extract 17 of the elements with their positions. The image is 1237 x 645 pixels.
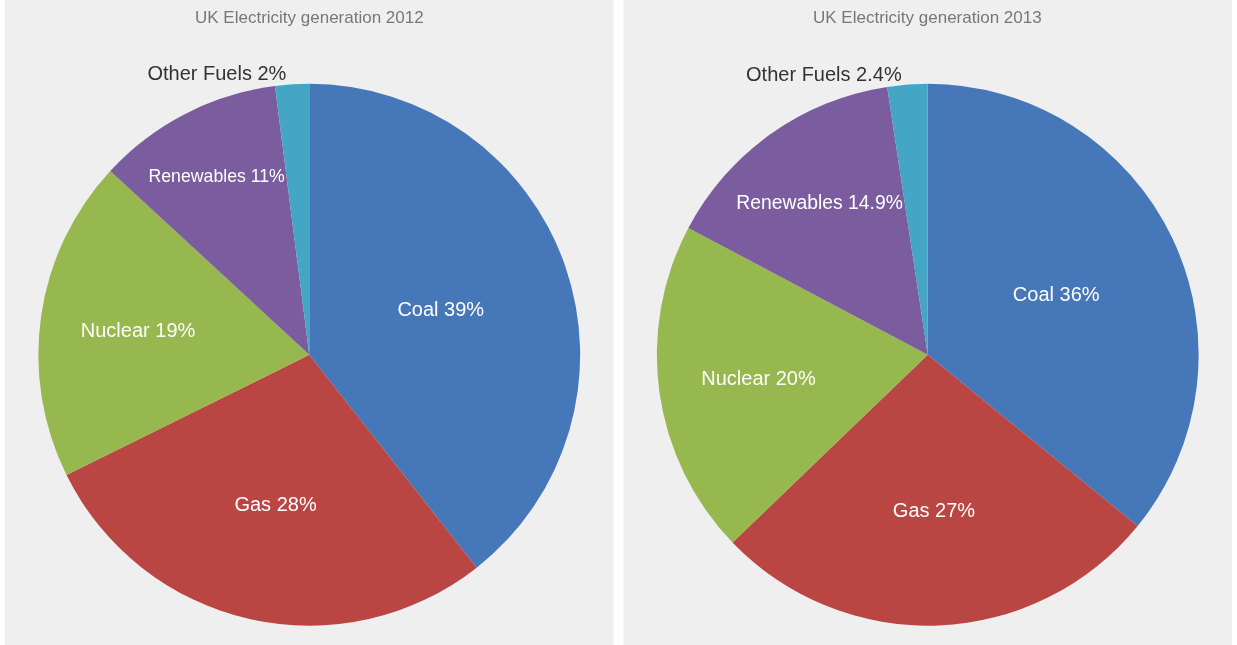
slice-label: Renewables 11% <box>148 165 286 186</box>
chart-title: UK Electricity generation 2012 <box>195 8 424 27</box>
slice-label: Renewables 14.9% <box>736 192 903 214</box>
slice-label: Other Fuels 2% <box>147 62 287 85</box>
chart-title: UK Electricity generation 2013 <box>813 8 1042 27</box>
slice-label: Other Fuels 2.4% <box>746 62 902 85</box>
slice-label: Gas 27% <box>892 498 976 521</box>
slice-label: Nuclear 20% <box>701 367 816 390</box>
pie-slice <box>688 86 928 355</box>
slice-label: Gas 28% <box>234 492 317 515</box>
pie-slice <box>927 83 1199 527</box>
slice-label: Coal 36% <box>1012 282 1100 305</box>
slice-label: Nuclear 19% <box>80 319 196 342</box>
pie-slice <box>38 170 310 476</box>
slice-label: Coal 39% <box>397 298 485 321</box>
pie-slice <box>656 227 928 543</box>
pie-slice <box>66 354 477 626</box>
